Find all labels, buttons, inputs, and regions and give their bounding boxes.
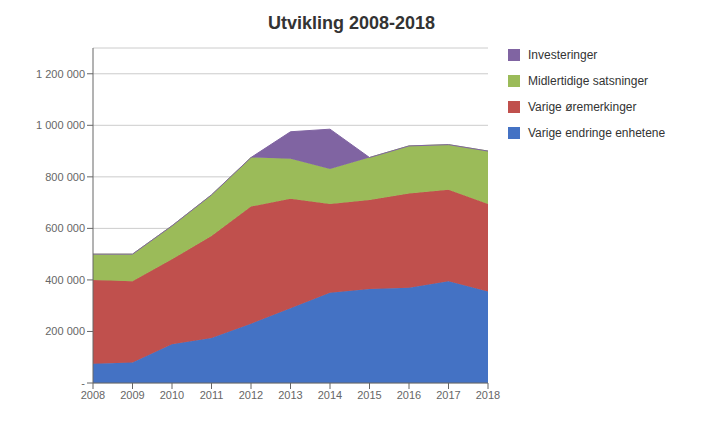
svg-text:2010: 2010 xyxy=(160,389,184,401)
svg-text:400 000: 400 000 xyxy=(45,274,85,286)
html-text:Midlertidige satsninger: Midlertidige satsninger xyxy=(528,74,649,88)
svg-text:800 000: 800 000 xyxy=(45,171,85,183)
svg-text:2012: 2012 xyxy=(239,389,263,401)
svg-text:1 200 000: 1 200 000 xyxy=(36,68,85,80)
svg-text:2017: 2017 xyxy=(436,389,460,401)
svg-text:2018: 2018 xyxy=(476,389,500,401)
html-text:Varige øremerkinger: Varige øremerkinger xyxy=(528,100,637,114)
svg-text:2013: 2013 xyxy=(278,389,302,401)
svg-text:2016: 2016 xyxy=(397,389,421,401)
svg-text:2015: 2015 xyxy=(357,389,381,401)
svg-text:600 000: 600 000 xyxy=(45,222,85,234)
svg-text:2011: 2011 xyxy=(200,389,224,401)
svg-text:200 000: 200 000 xyxy=(45,325,85,337)
svg-text:2014: 2014 xyxy=(318,389,342,401)
svg-text:2009: 2009 xyxy=(120,389,144,401)
svg-text:2008: 2008 xyxy=(81,389,105,401)
html-text:Investeringer: Investeringer xyxy=(528,48,598,62)
html-text:Varige endringe enhetene: Varige endringe enhetene xyxy=(528,126,666,140)
svg-text:1 000 000: 1 000 000 xyxy=(36,119,85,131)
html-text:Utvikling 2008-2018: Utvikling 2008-2018 xyxy=(268,13,435,33)
svg-text:-: - xyxy=(81,377,85,389)
